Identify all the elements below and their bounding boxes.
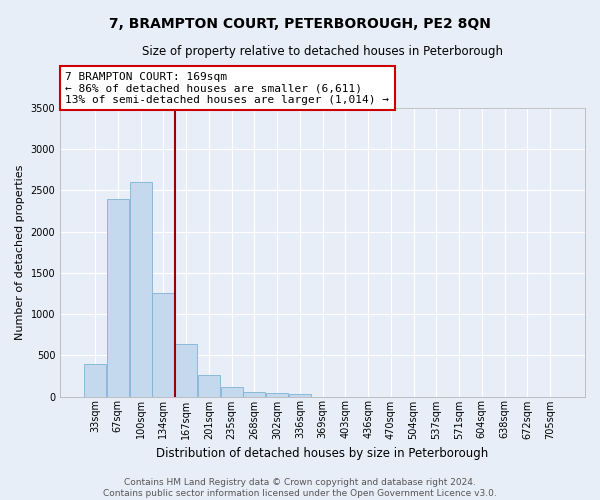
Bar [289, 394, 311, 396]
Bar [243, 392, 265, 396]
Bar [107, 198, 129, 396]
Bar [198, 375, 220, 396]
Text: 7, BRAMPTON COURT, PETERBOROUGH, PE2 8QN: 7, BRAMPTON COURT, PETERBOROUGH, PE2 8QN [109, 18, 491, 32]
Text: 7 BRAMPTON COURT: 169sqm
← 86% of detached houses are smaller (6,611)
13% of sem: 7 BRAMPTON COURT: 169sqm ← 86% of detach… [65, 72, 389, 105]
Bar [130, 182, 152, 396]
Y-axis label: Number of detached properties: Number of detached properties [15, 164, 25, 340]
X-axis label: Distribution of detached houses by size in Peterborough: Distribution of detached houses by size … [157, 447, 489, 460]
Bar [152, 294, 175, 397]
Bar [84, 364, 106, 396]
Title: Size of property relative to detached houses in Peterborough: Size of property relative to detached ho… [142, 45, 503, 58]
Bar [175, 344, 197, 396]
Text: Contains HM Land Registry data © Crown copyright and database right 2024.
Contai: Contains HM Land Registry data © Crown c… [103, 478, 497, 498]
Bar [266, 393, 288, 396]
Bar [221, 388, 242, 396]
